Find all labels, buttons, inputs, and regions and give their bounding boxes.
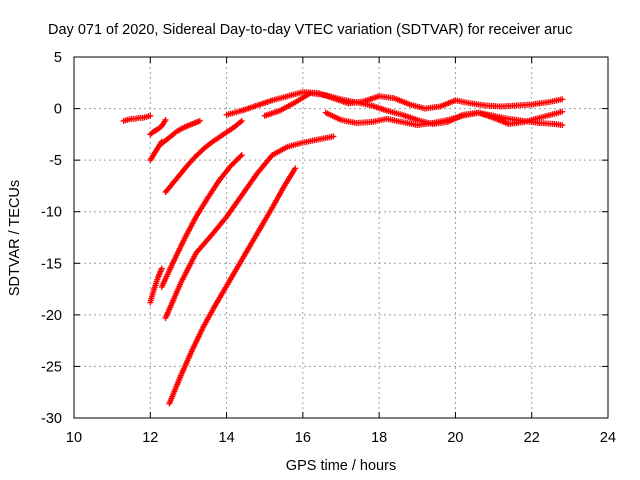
- series-arc-4: [158, 117, 203, 147]
- y-axis-label: SDTVAR / TECUs: [7, 180, 23, 296]
- y-tick-label: -30: [41, 411, 62, 427]
- x-tick-label: 14: [219, 430, 235, 446]
- data-point: [559, 122, 566, 129]
- data-point: [158, 265, 165, 272]
- x-tick-label: 24: [600, 430, 616, 446]
- data-point: [559, 96, 566, 103]
- y-tick-label: -10: [41, 205, 62, 221]
- series-arc-6: [147, 265, 165, 306]
- series-arc-8: [162, 133, 337, 321]
- series-arc-1: [120, 112, 154, 124]
- series-arc-5: [162, 117, 245, 196]
- data-points: [120, 89, 566, 407]
- data-point: [147, 112, 154, 119]
- y-tick-label: -5: [49, 153, 62, 169]
- series-arc-9: [166, 165, 299, 407]
- x-axis-label: GPS time / hours: [286, 458, 396, 474]
- data-point: [237, 153, 244, 160]
- data-point: [330, 133, 337, 140]
- series-arc-12: [322, 108, 566, 129]
- x-tick-label: 10: [66, 430, 82, 446]
- x-tick-label: 12: [142, 430, 158, 446]
- data-point: [292, 165, 299, 172]
- grid: [74, 57, 608, 418]
- series-arc-2: [147, 116, 169, 138]
- data-point: [238, 117, 245, 124]
- x-tick-label: 18: [371, 430, 387, 446]
- data-point: [559, 108, 566, 115]
- series-arc-7: [158, 151, 245, 291]
- y-tick-label: -15: [41, 256, 62, 272]
- x-tick-label: 22: [524, 430, 540, 446]
- chart-title: Day 071 of 2020, Sidereal Day-to-day VTE…: [48, 22, 572, 38]
- data-point: [196, 117, 203, 124]
- plot-frame: [73, 56, 609, 419]
- y-tick-label: -25: [41, 359, 62, 375]
- axis-ticks: [73, 56, 609, 419]
- y-tick-label: -20: [41, 308, 62, 324]
- y-tick-label: 0: [54, 102, 62, 118]
- data-point: [238, 151, 245, 158]
- y-tick-label: 5: [54, 50, 62, 66]
- x-tick-label: 20: [447, 430, 463, 446]
- data-point: [162, 116, 169, 123]
- tick-labels: 10 12 14 16 18 20 22 24 5 0 -5 -10 -15 -20 -25 -30: [41, 50, 616, 446]
- x-tick-label: 16: [295, 430, 311, 446]
